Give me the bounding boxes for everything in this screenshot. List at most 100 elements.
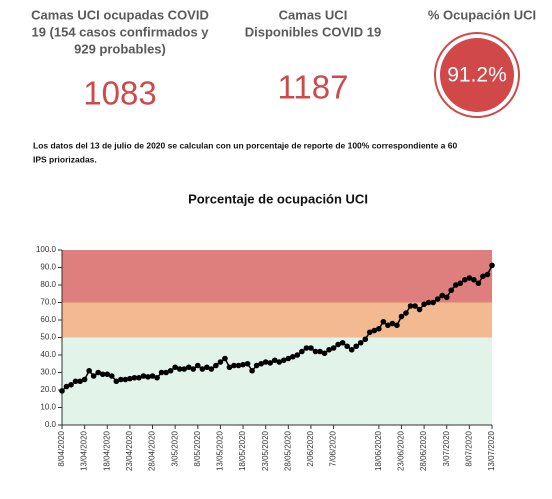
point [267,360,274,366]
kpi-title: 929 probables) [74,41,166,56]
point [217,359,224,365]
y-tick-label: 50.0 [40,333,56,342]
point [262,359,269,365]
kpi-title: Disponibles COVID 19 [245,24,382,39]
point [385,322,391,329]
x-tick-label: 3/05/2020 [170,430,179,466]
x-tick-label: 7/06/2020 [329,430,338,466]
point [466,275,473,281]
point [389,320,396,327]
point [86,367,92,374]
gauge-fill [440,38,514,112]
point [68,381,74,388]
point [394,322,400,329]
point [425,299,432,306]
point [190,366,197,372]
point [398,313,405,320]
kpi-value: 1083 [83,75,156,112]
point [59,388,65,394]
kpi-value: 91.2% [447,64,507,87]
x-tick-label: 8/04/2020 [57,430,66,466]
point [204,364,210,371]
point [131,374,138,381]
point [185,364,192,371]
point [176,366,183,372]
x-tick-label: 28/04/2020 [148,430,157,471]
y-tick-label: 0.0 [45,420,57,429]
point [158,369,165,376]
point [335,341,341,348]
chart-title: Porcentaje de ocupación UCI [188,191,368,206]
point [181,366,188,372]
y-tick-label: 100.0 [36,245,57,254]
point [136,374,142,381]
point [63,383,70,390]
point [253,362,260,369]
note: Los datos del 13 de julio de 2020 se cal… [33,140,457,150]
x-tick-label: 2/06/2020 [306,430,315,466]
y-tick-label: 30.0 [40,368,56,377]
x-tick-label: 23/05/2020 [261,430,270,471]
point [412,303,418,309]
point [258,360,264,367]
point [475,280,482,287]
y-tick-label: 60.0 [40,315,56,324]
point [471,276,477,283]
point [290,353,296,360]
point [344,343,350,350]
point [416,306,423,313]
point [339,339,346,346]
x-tick-label: 18/06/2020 [374,430,383,471]
point [81,376,88,383]
y-tick-label: 90.0 [40,263,56,272]
point [299,348,305,355]
point [430,299,436,306]
point [127,375,133,382]
x-tick-label: 3/07/2020 [442,430,451,466]
point [448,287,455,294]
point [462,276,468,283]
point [371,327,378,334]
point [353,343,360,350]
point [484,271,491,278]
point [380,318,387,325]
x-tick-label: 13/05/2020 [216,430,225,471]
y-tick-label: 40.0 [40,350,56,359]
point [357,339,364,346]
x-tick-label: 8/07/2020 [464,430,473,466]
y-tick-label: 20.0 [40,385,56,394]
y-tick-label: 10.0 [40,403,56,412]
note: IPS priorizadas. [33,154,97,164]
point [145,374,151,380]
kpi-value: 1187 [278,69,349,106]
point [244,360,251,367]
kpi-title: Camas UCI [279,7,348,22]
point [326,346,332,353]
point [122,376,129,383]
x-tick-label: 28/05/2020 [283,430,292,471]
y-tick-label: 70.0 [40,298,56,307]
point [167,367,174,374]
point [149,373,156,379]
x-tick-label: 13/04/2020 [80,430,89,471]
point [280,357,287,364]
point [163,369,169,376]
point [366,329,373,336]
point [199,366,206,372]
kpi-title: % Ocupación UCI [428,7,536,22]
point [421,301,427,308]
point [140,373,147,379]
point [321,350,328,357]
point [434,296,441,302]
point [276,359,283,365]
point [77,378,83,385]
point [240,361,246,368]
point [439,292,446,299]
x-tick-label: 18/04/2020 [102,430,111,471]
point [403,310,409,316]
x-tick-label: 28/06/2020 [419,430,428,471]
point [457,280,464,287]
point [222,355,228,362]
point [235,362,242,369]
